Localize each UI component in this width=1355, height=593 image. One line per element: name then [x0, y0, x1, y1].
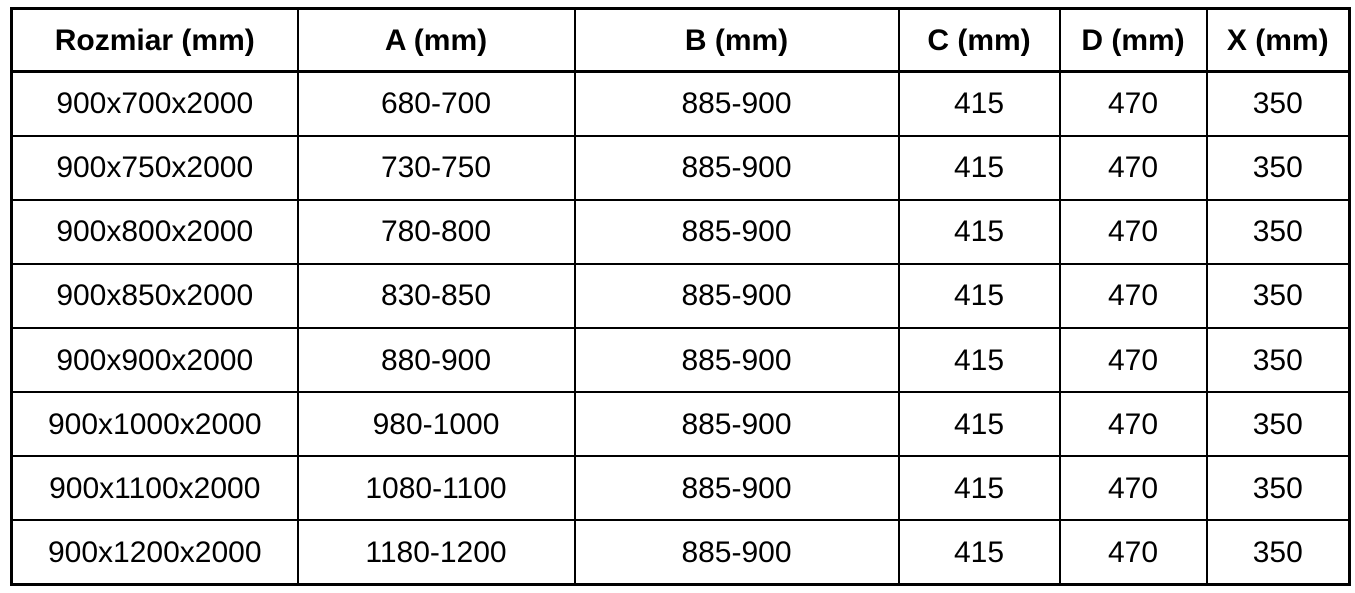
size-spec-table: Rozmiar (mm) A (mm) B (mm) C (mm) D (mm) X (m…	[10, 7, 1351, 586]
table-cell: 880-900	[296, 326, 576, 394]
table-cell: 350	[1205, 391, 1351, 458]
header-cell: D (mm)	[1058, 7, 1208, 73]
table-row: 900x700x2000 680-700 885-900 415 470 350	[10, 70, 1351, 137]
table-cell: 900x850x2000	[10, 262, 299, 330]
table-header: Rozmiar (mm) A (mm) B (mm) C (mm) D (mm) X (m…	[10, 7, 1351, 73]
header-cell: X (mm)	[1205, 7, 1351, 73]
table-cell: 470	[1058, 262, 1208, 330]
table-row: 900x900x2000 880-900 885-900 415 470 350	[10, 326, 1351, 394]
table-row: 900x1000x2000 980-1000 885-900 415 470 350	[10, 391, 1351, 458]
table-cell: 830-850	[296, 262, 576, 330]
table-cell: 350	[1205, 519, 1351, 586]
table-cell: 900x1000x2000	[10, 391, 299, 458]
table-row: 900x850x2000 830-850 885-900 415 470 350	[10, 262, 1351, 330]
table-cell: 900x1100x2000	[10, 455, 299, 522]
table-row: 900x1200x2000 1180-1200 885-900 415 470 350	[10, 519, 1351, 586]
table-cell: 885-900	[573, 134, 900, 201]
table-cell: 415	[897, 519, 1061, 586]
table-cell: 900x750x2000	[10, 134, 299, 201]
table-cell: 415	[897, 326, 1061, 394]
table-cell: 350	[1205, 134, 1351, 201]
table-cell: 415	[897, 391, 1061, 458]
table-cell: 900x700x2000	[10, 70, 299, 137]
table-cell: 885-900	[573, 391, 900, 458]
table-cell: 900x900x2000	[10, 326, 299, 394]
table-cell: 470	[1058, 326, 1208, 394]
table-cell: 470	[1058, 198, 1208, 265]
table-row: 900x1100x2000 1080-1100 885-900 415 470 350	[10, 455, 1351, 522]
table-cell: 415	[897, 134, 1061, 201]
table-cell: 885-900	[573, 70, 900, 137]
table-cell: 350	[1205, 455, 1351, 522]
table-cell: 470	[1058, 70, 1208, 137]
header-cell: B (mm)	[573, 7, 900, 73]
table-cell: 350	[1205, 198, 1351, 265]
table-cell: 350	[1205, 70, 1351, 137]
table-cell: 415	[897, 70, 1061, 137]
table-cell: 350	[1205, 326, 1351, 394]
table-cell: 730-750	[296, 134, 576, 201]
table-row: 900x750x2000 730-750 885-900 415 470 350	[10, 134, 1351, 201]
table-cell: 1180-1200	[296, 519, 576, 586]
table-cell: 470	[1058, 519, 1208, 586]
table-cell: 415	[897, 262, 1061, 330]
table-cell: 885-900	[573, 262, 900, 330]
table-cell: 980-1000	[296, 391, 576, 458]
table-cell: 470	[1058, 455, 1208, 522]
table-cell: 885-900	[573, 455, 900, 522]
table-cell: 415	[897, 455, 1061, 522]
table-cell: 900x1200x2000	[10, 519, 299, 586]
header-cell: C (mm)	[897, 7, 1061, 73]
table-row: 900x800x2000 780-800 885-900 415 470 350	[10, 198, 1351, 265]
table-cell: 780-800	[296, 198, 576, 265]
header-row: Rozmiar (mm) A (mm) B (mm) C (mm) D (mm) X (m…	[10, 7, 1351, 73]
table-cell: 470	[1058, 391, 1208, 458]
table-cell: 885-900	[573, 198, 900, 265]
table-cell: 470	[1058, 134, 1208, 201]
table-cell: 900x800x2000	[10, 198, 299, 265]
table-cell: 885-900	[573, 326, 900, 394]
table-cell: 885-900	[573, 519, 900, 586]
table-cell: 680-700	[296, 70, 576, 137]
table-cell: 350	[1205, 262, 1351, 330]
table-cell: 415	[897, 198, 1061, 265]
header-cell: Rozmiar (mm)	[10, 7, 299, 73]
table-cell: 1080-1100	[296, 455, 576, 522]
header-cell: A (mm)	[296, 7, 576, 73]
table-body: 900x700x2000 680-700 885-900 415 470 350 900x7…	[10, 70, 1351, 586]
